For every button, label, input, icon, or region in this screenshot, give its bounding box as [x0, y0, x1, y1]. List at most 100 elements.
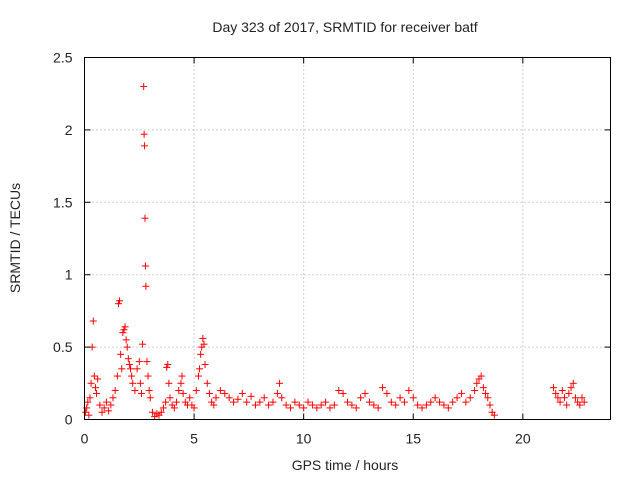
data-point	[141, 142, 149, 150]
data-point	[440, 401, 448, 409]
data-point	[339, 389, 347, 397]
data-point	[120, 326, 128, 334]
data-point	[205, 389, 213, 397]
data-point	[313, 404, 321, 412]
data-point	[141, 262, 149, 270]
data-point	[87, 379, 95, 387]
data-point	[580, 398, 588, 406]
data-point	[370, 401, 378, 409]
x-tick-label: 0	[81, 431, 89, 447]
data-point	[374, 404, 382, 412]
data-point	[142, 282, 150, 290]
data-point	[576, 401, 584, 409]
data-point	[196, 365, 204, 373]
data-point	[569, 379, 577, 387]
data-point	[238, 389, 246, 397]
data-point	[471, 387, 479, 395]
data-point	[482, 389, 490, 397]
data-point	[102, 398, 110, 406]
data-point	[330, 401, 338, 409]
data-point	[449, 398, 457, 406]
data-point	[571, 394, 579, 402]
data-point	[170, 404, 178, 412]
data-point	[260, 394, 268, 402]
y-tick-label: 1	[65, 267, 73, 283]
data-point	[105, 407, 113, 415]
data-point	[144, 372, 152, 380]
x-tick-label: 20	[515, 431, 531, 447]
data-point	[175, 387, 183, 395]
data-point	[137, 389, 145, 397]
data-point	[247, 392, 255, 400]
data-point	[178, 372, 186, 380]
data-point	[140, 82, 148, 90]
data-point	[109, 394, 117, 402]
data-point	[86, 394, 94, 402]
data-point	[278, 394, 286, 402]
data-point	[145, 387, 153, 395]
data-point	[560, 394, 568, 402]
data-point	[466, 394, 474, 402]
data-point	[94, 375, 102, 383]
data-point	[194, 372, 202, 380]
data-point	[117, 350, 125, 358]
data-point	[146, 394, 154, 402]
data-point	[186, 394, 194, 402]
data-point	[477, 372, 485, 380]
data-point	[111, 387, 119, 395]
data-point	[317, 401, 325, 409]
data-point	[96, 401, 104, 409]
points-layer	[82, 82, 588, 421]
data-point	[90, 372, 98, 380]
data-point	[225, 394, 233, 402]
data-point	[98, 408, 106, 416]
data-point	[93, 389, 101, 397]
data-point	[173, 398, 181, 406]
data-point	[128, 372, 136, 380]
data-point	[118, 365, 126, 373]
data-point	[361, 389, 369, 397]
data-point	[282, 401, 290, 409]
data-point	[129, 379, 137, 387]
y-tick-label: 2	[65, 122, 73, 138]
data-point	[201, 360, 209, 368]
data-point	[122, 336, 130, 344]
data-point	[230, 398, 238, 406]
data-point	[89, 317, 97, 325]
data-point	[479, 384, 487, 392]
data-point	[276, 379, 284, 387]
plot-frame	[84, 57, 611, 420]
data-point	[216, 387, 224, 395]
data-point	[269, 398, 277, 406]
data-point	[203, 379, 211, 387]
grid-layer	[84, 57, 611, 420]
data-point	[127, 365, 135, 373]
y-tick-label: 2.5	[53, 50, 73, 66]
data-point	[357, 394, 365, 402]
data-point	[165, 379, 173, 387]
data-point	[116, 297, 124, 305]
data-point	[141, 214, 149, 222]
data-point	[436, 398, 444, 406]
data-point	[304, 398, 312, 406]
data-point	[453, 394, 461, 402]
data-point	[405, 387, 413, 395]
data-point	[409, 394, 417, 402]
data-point	[556, 398, 564, 406]
data-point	[251, 401, 259, 409]
data-point	[379, 384, 387, 392]
data-point	[200, 340, 208, 348]
data-point	[578, 394, 586, 402]
data-point	[164, 360, 172, 368]
data-point	[123, 343, 131, 351]
data-point	[135, 358, 143, 366]
data-point	[344, 398, 351, 406]
data-point	[427, 398, 435, 406]
data-point	[365, 398, 373, 406]
data-point	[82, 408, 90, 416]
data-point	[136, 379, 144, 387]
data-point	[121, 323, 129, 331]
data-point	[490, 411, 498, 419]
data-point	[567, 384, 575, 392]
